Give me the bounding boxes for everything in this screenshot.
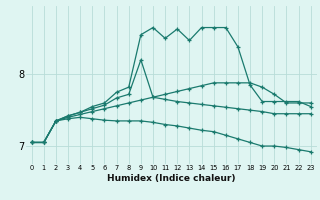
X-axis label: Humidex (Indice chaleur): Humidex (Indice chaleur) xyxy=(107,174,236,183)
